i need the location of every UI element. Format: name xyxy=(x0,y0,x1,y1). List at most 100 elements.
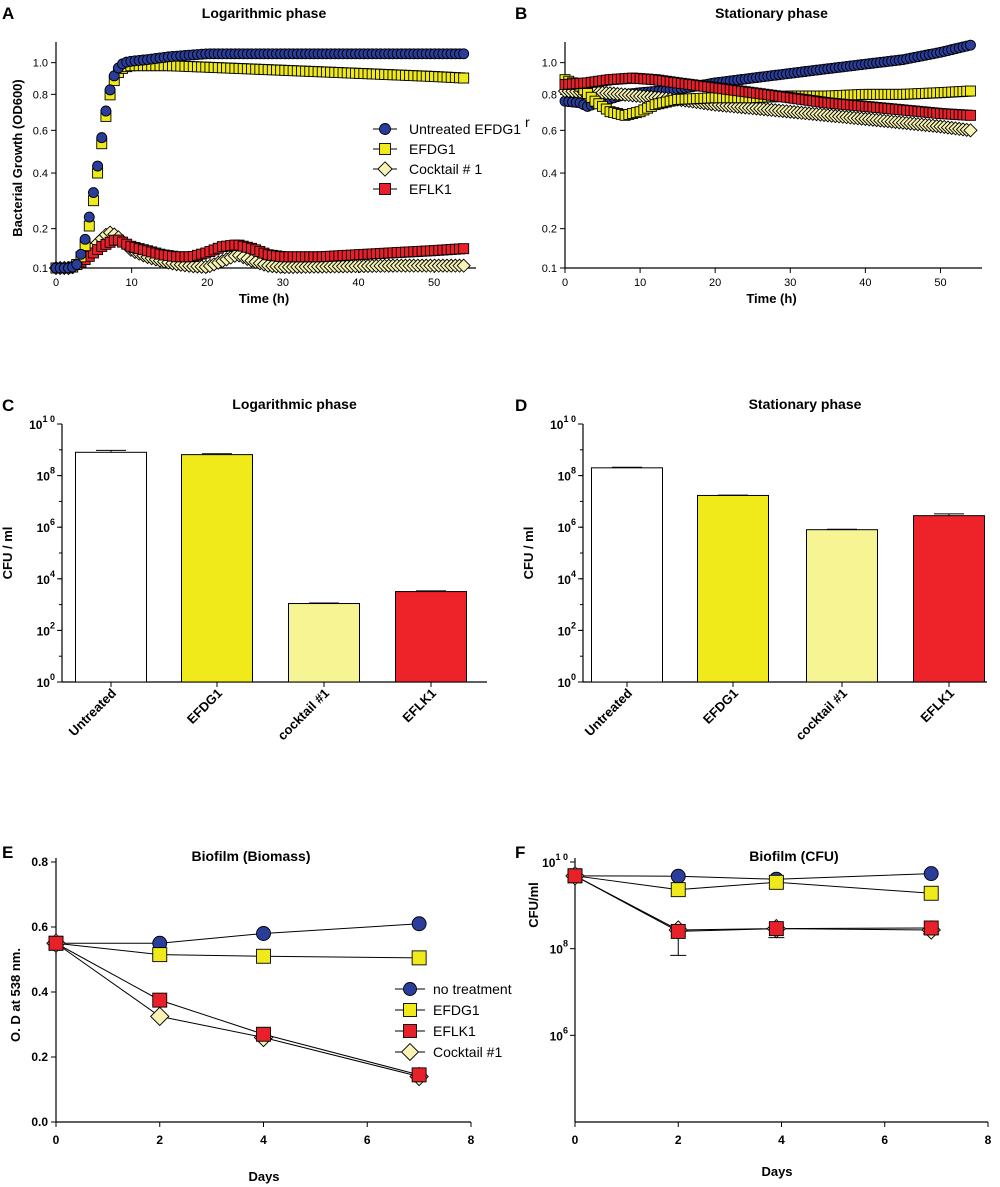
panel-a-point-untreated-efdg1 xyxy=(79,233,91,245)
panel-a-point-untreated-efdg1 xyxy=(75,248,87,260)
panel-d-bar-cocktail-1 xyxy=(806,529,878,683)
panel-d-bar-untreated xyxy=(591,467,663,683)
panel-e-line-no-treatment xyxy=(56,923,420,944)
panel-b-point-untreated-efdg1r xyxy=(965,39,976,51)
panel-a-point-efdg1 xyxy=(458,72,470,84)
panel-d-category-label: EFLK1 xyxy=(917,686,957,726)
panel-d-category-label: EFDG1 xyxy=(700,686,741,727)
panel-f-line-no-treatment xyxy=(574,873,932,880)
panel-a-y-tick-label: 1.0 xyxy=(33,58,48,70)
panel-f-x-tick-label: 0 xyxy=(572,1133,579,1147)
panel-a-legend-marker xyxy=(377,161,393,177)
panel-a-title: Logarithmic phase xyxy=(202,5,327,21)
panel-e-x-tick-label: 6 xyxy=(364,1133,371,1147)
panel-b-x-tick-label: 20 xyxy=(709,277,721,289)
panel-a-x-tick-label: 10 xyxy=(126,277,138,289)
panel-e-x-tick-label: 0 xyxy=(53,1133,60,1147)
panel-c-bar-untreated xyxy=(75,451,147,683)
panel-a-x-tick-label: 40 xyxy=(352,277,364,289)
panel-e-title: Biofilm (Biomass) xyxy=(191,848,310,864)
panel-a-point-untreated-efdg1 xyxy=(458,48,470,60)
panel-e-legend-marker xyxy=(403,1003,417,1017)
panel-a-legend-marker xyxy=(379,183,391,195)
panel-a-y-tick-label: 0.8 xyxy=(33,89,48,101)
panel-b-x-tick-label: 10 xyxy=(634,277,646,289)
panel-e-legend-label: EFLK1 xyxy=(433,1023,476,1039)
panel-label-e: E xyxy=(2,843,13,862)
panel-f-point-efdg1 xyxy=(923,885,939,901)
panel-c-y-label: CFU / ml xyxy=(0,527,15,580)
panel-e-legend-label: Cocktail #1 xyxy=(433,1044,502,1060)
panel-e-point-efdg1 xyxy=(411,950,427,966)
panel-b-point-efdg1 xyxy=(965,85,976,97)
panel-a-point-untreated-efdg1 xyxy=(83,211,95,223)
panel-b-x-tick-label: 40 xyxy=(859,277,871,289)
panel-label-c: C xyxy=(2,396,14,415)
panel-b-y-tick-label: 0.1 xyxy=(542,263,557,275)
panel-f-point-efdg1 xyxy=(670,882,686,898)
panel-d-y-tick-label: 100 xyxy=(558,672,576,690)
panel-label-b: B xyxy=(515,4,527,23)
panel-b-y-tick-label: 0.6 xyxy=(542,125,557,137)
panel-a-point-untreated-efdg1 xyxy=(96,132,108,144)
panel-d-title: Stationary phase xyxy=(749,396,862,412)
panel-d-y-tick-label: 104 xyxy=(558,569,576,587)
panel-c-bar-efdg1 xyxy=(181,454,253,683)
panel-a-legend-label: Untreated EFDG1 xyxy=(409,121,521,137)
panel-e-point-eflk1 xyxy=(256,1026,271,1042)
panel-c-y-tick-label: 101 0 xyxy=(29,414,55,432)
panel-c-title: Logarithmic phase xyxy=(232,396,357,412)
panel-f-point-no-treatment xyxy=(923,866,939,882)
panel-a-x-tick-label: 0 xyxy=(53,277,59,289)
panel-a-point-eflk1 xyxy=(458,243,470,255)
panel-a-x-tick-label: 50 xyxy=(428,277,440,289)
panel-label-d: D xyxy=(515,396,527,415)
panel-e-legend-marker xyxy=(403,982,417,996)
panel-b-point-cocktail-1 xyxy=(963,123,978,138)
panel-f-x-tick-label: 2 xyxy=(675,1133,682,1147)
panel-e-y-tick-label: 0.2 xyxy=(31,1050,48,1064)
panel-d-category-label: cocktail #1 xyxy=(792,686,850,744)
panel-f-point-eflk1 xyxy=(768,921,784,937)
panel-e-legend-label: EFDG1 xyxy=(433,1002,480,1018)
panel-c-category-label: Untreated xyxy=(66,685,120,739)
panel-f-line-efdg1 xyxy=(574,875,932,894)
panel-a-y-tick-label: 0.6 xyxy=(33,125,48,137)
panel-a-legend-marker xyxy=(379,123,391,135)
panel-b-x-label: Time (h) xyxy=(746,291,796,306)
panel-a-y-label: Bacterial Growth (OD600) xyxy=(10,79,25,237)
panel-a-x-tick-label: 20 xyxy=(201,277,213,289)
panel-a-point-untreated-efdg1 xyxy=(92,160,104,172)
panel-e-x-tick-label: 4 xyxy=(260,1133,267,1147)
panel-f-point-efdg1 xyxy=(768,874,784,890)
panel-c-y-tick-label: 102 xyxy=(37,620,55,638)
panel-a-legend-label: EFDG1 xyxy=(409,141,456,157)
panel-e-point-eflk1 xyxy=(152,992,168,1008)
panel-e-point-efdg1 xyxy=(152,947,168,963)
panel-a-point-untreated-efdg1 xyxy=(104,84,116,96)
panel-e-line-eflk1 xyxy=(55,942,420,1076)
panel-d-y-tick-label: 102 xyxy=(558,620,576,638)
panel-c-bar-cocktail-1 xyxy=(288,603,360,683)
panel-e-y-tick-label: 0.8 xyxy=(31,855,48,869)
panel-d-y-tick-label: 101 0 xyxy=(550,414,576,432)
panel-a-legend-marker xyxy=(379,143,391,155)
panel-f-y-tick-label: 106 xyxy=(550,1025,568,1043)
panel-f-x-tick-label: 6 xyxy=(881,1133,888,1147)
panel-f-line-eflk1 xyxy=(574,875,932,932)
panel-c-bar-eflk1 xyxy=(395,591,467,683)
panel-b-title: Stationary phase xyxy=(715,5,828,21)
panel-c-y-tick-label: 100 xyxy=(37,672,55,690)
panel-c-category-label: cocktail #1 xyxy=(274,686,332,744)
panel-f-y-label: CFU/ml xyxy=(526,882,541,928)
panel-e-point-no-treatment xyxy=(256,926,271,941)
panel-f-point-eflk1 xyxy=(923,920,939,936)
panel-a-legend-label: Cocktail # 1 xyxy=(409,161,482,177)
panel-e-line-cocktail-1 xyxy=(55,942,420,1077)
panel-a-point-untreated-efdg1 xyxy=(71,259,83,270)
panel-f-point-eflk1 xyxy=(670,923,686,939)
panel-b-y-tick-label: 0.8 xyxy=(542,89,557,101)
panel-a-point-cocktail-1 xyxy=(456,258,471,273)
panel-f-x-label: Days xyxy=(761,1164,792,1179)
panel-d-category-label: Untreated xyxy=(582,685,636,739)
